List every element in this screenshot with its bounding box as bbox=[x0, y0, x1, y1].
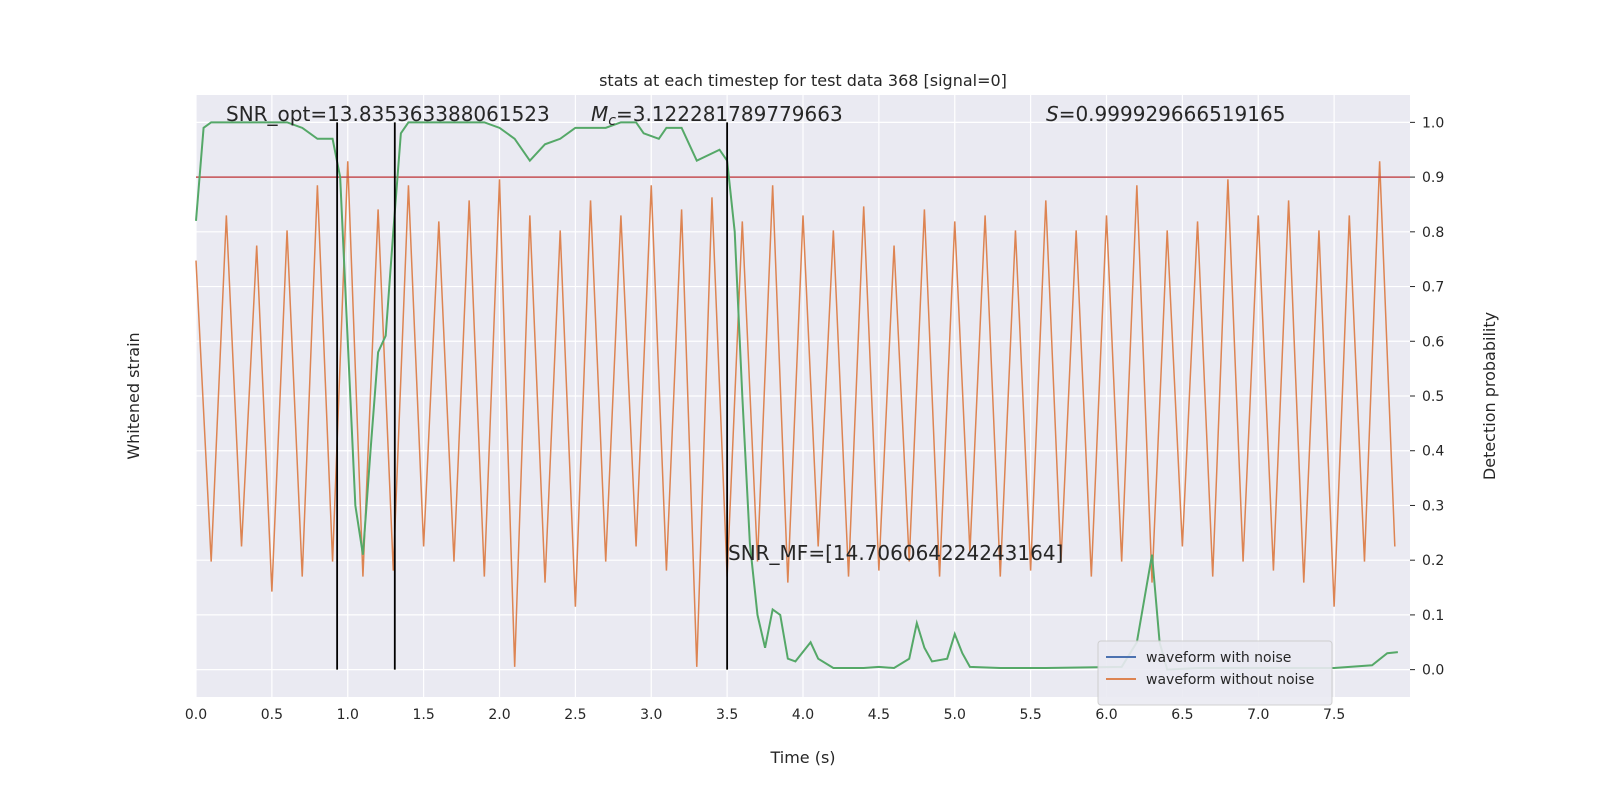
annotation-subscript: c bbox=[608, 113, 616, 129]
annotation-text: SNR_MF=[14.706064224243164] bbox=[728, 541, 1063, 565]
annotation: SNR_opt=13.835363388061523 bbox=[226, 102, 550, 126]
x-tick-label: 3.0 bbox=[640, 707, 662, 723]
y2-tick-label: 1.0 bbox=[1422, 115, 1444, 131]
y2-tick-label: 0.7 bbox=[1422, 280, 1444, 296]
annotation: SNR_MF=[14.706064224243164] bbox=[728, 541, 1063, 565]
chart-title: stats at each timestep for test data 368… bbox=[599, 71, 1007, 90]
y2-tick-label: 0.9 bbox=[1422, 170, 1444, 186]
y2-tick-label: 0.4 bbox=[1422, 444, 1444, 460]
y2-tick-label: 0.2 bbox=[1422, 553, 1444, 569]
y2-tick-label: 0.1 bbox=[1422, 608, 1444, 624]
legend-label: waveform without noise bbox=[1146, 672, 1314, 688]
probability-line bbox=[195, 121, 1398, 671]
y2-tick-label: 0.5 bbox=[1422, 389, 1444, 405]
x-tick-label: 3.5 bbox=[716, 707, 738, 723]
annotation: S=0.999929666519165 bbox=[1046, 102, 1285, 126]
x-tick-label: 1.5 bbox=[412, 707, 434, 723]
x-tick-label: 2.5 bbox=[564, 707, 586, 723]
x-tick-label: 0.0 bbox=[185, 707, 207, 723]
y2-tick-label: 0.0 bbox=[1422, 663, 1444, 679]
x-tick-label: 4.0 bbox=[792, 707, 814, 723]
x-axis-label: Time (s) bbox=[769, 748, 835, 767]
x-tick-label: 1.0 bbox=[337, 707, 359, 723]
x-tick-label: 7.5 bbox=[1323, 707, 1345, 723]
y-axis-label: Whitened strain bbox=[124, 332, 143, 459]
x-tick-label: 4.5 bbox=[868, 707, 890, 723]
x-tick-label: 6.0 bbox=[1095, 707, 1117, 723]
y2-tick-label: 0.8 bbox=[1422, 225, 1444, 241]
x-tick-label: 5.0 bbox=[944, 707, 966, 723]
x-tick-label: 5.5 bbox=[1019, 707, 1041, 723]
annotation: Mc=3.122281789779663 bbox=[591, 102, 843, 129]
x-tick-label: 7.0 bbox=[1247, 707, 1269, 723]
x-tick-label: 6.5 bbox=[1171, 707, 1193, 723]
legend-label: waveform with noise bbox=[1146, 650, 1291, 666]
x-tick-label: 0.5 bbox=[261, 707, 283, 723]
annotation-symbol: M bbox=[591, 102, 608, 126]
annotation-symbol: S bbox=[1046, 102, 1059, 126]
y2-axis-label: Detection probability bbox=[1480, 312, 1499, 480]
annotation-text: =3.122281789779663 bbox=[616, 102, 843, 126]
y2-tick-label: 0.3 bbox=[1422, 498, 1444, 514]
legend-box bbox=[1097, 640, 1333, 706]
x-tick-label: 2.0 bbox=[488, 707, 510, 723]
annotation-text: SNR_opt=13.835363388061523 bbox=[226, 102, 550, 126]
annotation-text: =0.999929666519165 bbox=[1059, 102, 1286, 126]
waveform-line bbox=[195, 161, 1396, 667]
y2-tick-label: 0.6 bbox=[1422, 334, 1444, 350]
